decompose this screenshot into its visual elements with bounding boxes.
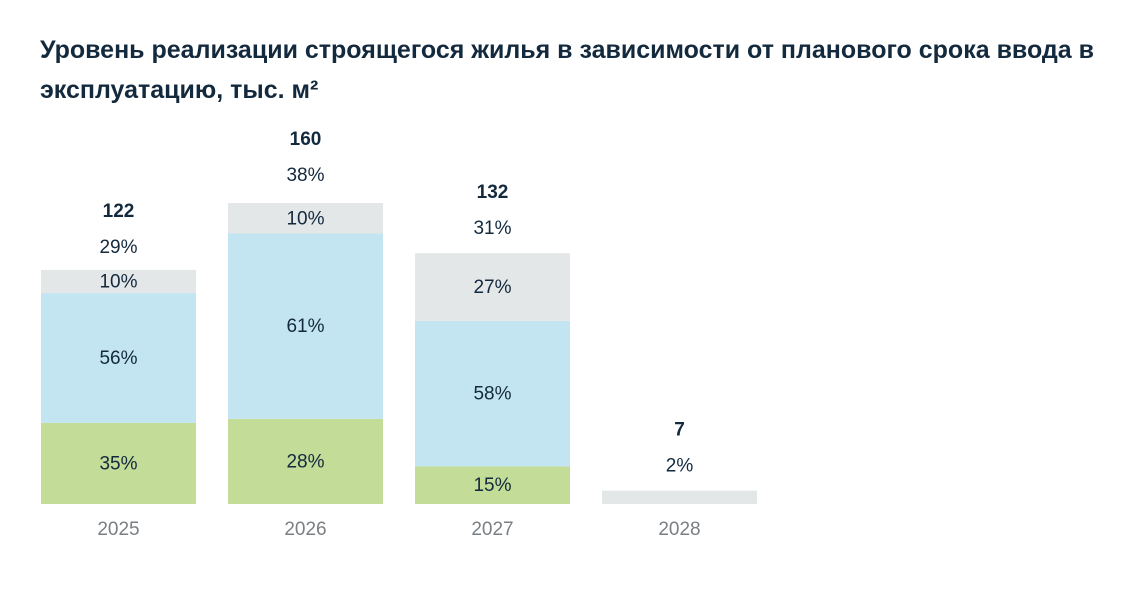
bar-segment xyxy=(228,418,383,504)
bar-segment xyxy=(602,490,757,504)
segment-label: 27% xyxy=(473,277,511,298)
segment-label: 35% xyxy=(99,453,137,474)
bar-segment xyxy=(228,233,383,419)
segment-label: 10% xyxy=(99,271,137,292)
x-tick-label: 2026 xyxy=(284,519,326,540)
x-tick-label: 2025 xyxy=(97,519,139,540)
segment-label: 58% xyxy=(473,384,511,405)
bar-segment xyxy=(41,293,196,423)
total-label: 7 xyxy=(674,420,685,441)
bar-segment xyxy=(41,422,196,504)
segment-label: 15% xyxy=(473,475,511,496)
total-label: 160 xyxy=(290,129,322,150)
share-label: 38% xyxy=(286,165,324,186)
bar-segment xyxy=(41,269,196,294)
segment-label: 56% xyxy=(99,348,137,369)
segment-label: 61% xyxy=(286,316,324,337)
total-label: 132 xyxy=(477,182,509,203)
x-tick-label: 2027 xyxy=(471,519,513,540)
segment-label: 10% xyxy=(286,208,324,229)
bar-segment xyxy=(415,253,570,321)
x-tick-label: 2028 xyxy=(658,519,700,540)
share-label: 29% xyxy=(99,237,137,258)
segment-label: 28% xyxy=(286,451,324,472)
share-label: 2% xyxy=(666,456,694,477)
total-label: 122 xyxy=(103,201,135,222)
bar-segment xyxy=(415,320,570,467)
bar-segment xyxy=(415,466,570,504)
chart-title: Уровень реализации строящегося жилья в з… xyxy=(40,36,1095,104)
bar-segment xyxy=(228,203,383,234)
share-label: 31% xyxy=(473,218,511,239)
